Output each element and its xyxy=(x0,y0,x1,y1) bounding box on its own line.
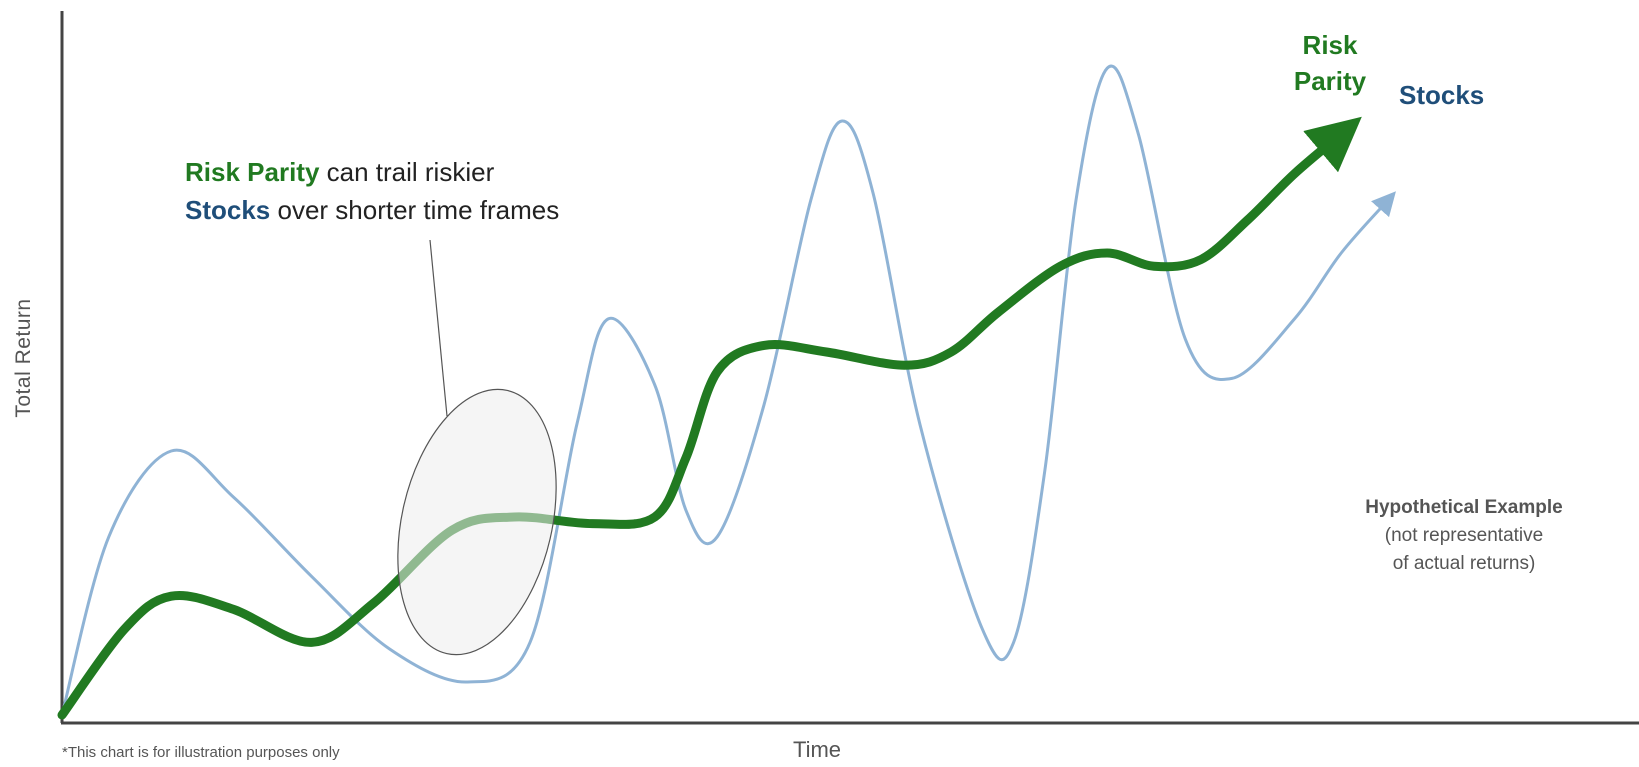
annotation-stocks: Stocks xyxy=(185,195,271,225)
risk-parity-line xyxy=(57,116,1362,720)
annotation-line-1: Risk Parity can trail riskier xyxy=(185,153,559,191)
annotation-text-1: can trail riskier xyxy=(319,157,495,187)
hypothetical-note-title: Hypothetical Example xyxy=(1365,497,1563,518)
hypothetical-note-line2: of actual returns) xyxy=(1392,553,1536,574)
annotation-line-2: Stocks over shorter time frames xyxy=(185,191,559,229)
risk-parity-end-label-line1: Risk xyxy=(1302,30,1358,60)
hypothetical-note-line1: (not representative xyxy=(1384,525,1544,546)
x-axis-label: Time xyxy=(792,737,842,762)
highlight-ellipse xyxy=(397,388,557,656)
annotation-risk-parity: Risk Parity xyxy=(185,157,320,187)
y-axis-label: Total Return xyxy=(12,298,35,418)
annotation-leader-line xyxy=(429,239,448,417)
annotation-text-2: over shorter time frames xyxy=(270,195,560,225)
risk-parity-end-label-line2: Parity xyxy=(1293,66,1367,96)
stocks-line xyxy=(60,64,1396,717)
stocks-end-label: Stocks xyxy=(1399,80,1485,110)
footnote: *This chart is for illustration purposes… xyxy=(62,744,340,761)
risk-parity-end-label: Risk Parity xyxy=(1294,27,1366,99)
annotation-text: Risk Parity can trail riskier Stocks ove… xyxy=(185,153,559,229)
hypothetical-note: Hypothetical Example (not representative… xyxy=(1365,494,1562,578)
